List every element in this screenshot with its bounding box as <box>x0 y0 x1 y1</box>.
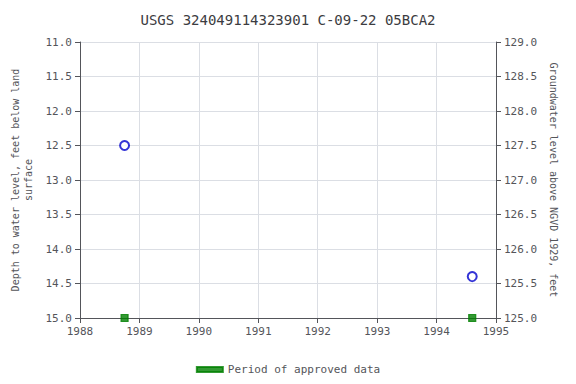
svg-text:128.0: 128.0 <box>504 105 537 118</box>
svg-text:14.5: 14.5 <box>46 277 73 290</box>
svg-text:125.5: 125.5 <box>504 277 537 290</box>
svg-text:125.0: 125.0 <box>504 312 537 325</box>
svg-text:1989: 1989 <box>126 325 153 338</box>
svg-text:surface: surface <box>23 159 34 201</box>
svg-text:12.5: 12.5 <box>46 139 73 152</box>
svg-text:13.5: 13.5 <box>46 208 73 221</box>
svg-text:1991: 1991 <box>245 325 272 338</box>
svg-text:127.5: 127.5 <box>504 139 537 152</box>
svg-text:127.0: 127.0 <box>504 174 537 187</box>
svg-text:12.0: 12.0 <box>46 105 73 118</box>
svg-text:11.5: 11.5 <box>46 70 73 83</box>
svg-text:1995: 1995 <box>483 325 510 338</box>
svg-text:129.0: 129.0 <box>504 36 537 49</box>
svg-text:15.0: 15.0 <box>46 312 73 325</box>
svg-text:1990: 1990 <box>186 325 213 338</box>
svg-text:11.0: 11.0 <box>46 36 73 49</box>
svg-text:USGS 324049114323901 C-09-22 0: USGS 324049114323901 C-09-22 05BCA2 <box>140 12 435 28</box>
svg-text:1993: 1993 <box>364 325 391 338</box>
svg-text:1992: 1992 <box>304 325 331 338</box>
svg-text:14.0: 14.0 <box>46 243 73 256</box>
svg-text:126.5: 126.5 <box>504 208 537 221</box>
svg-text:1988: 1988 <box>67 325 94 338</box>
svg-text:13.0: 13.0 <box>46 174 73 187</box>
svg-text:Period of approved data: Period of approved data <box>228 363 380 376</box>
svg-text:1994: 1994 <box>423 325 450 338</box>
svg-text:Depth to water level, feet bel: Depth to water level, feet below land <box>10 69 21 292</box>
svg-text:126.0: 126.0 <box>504 243 537 256</box>
svg-text:Groundwater level above NGVD 1: Groundwater level above NGVD 1929, feet <box>548 63 559 298</box>
svg-text:128.5: 128.5 <box>504 70 537 83</box>
